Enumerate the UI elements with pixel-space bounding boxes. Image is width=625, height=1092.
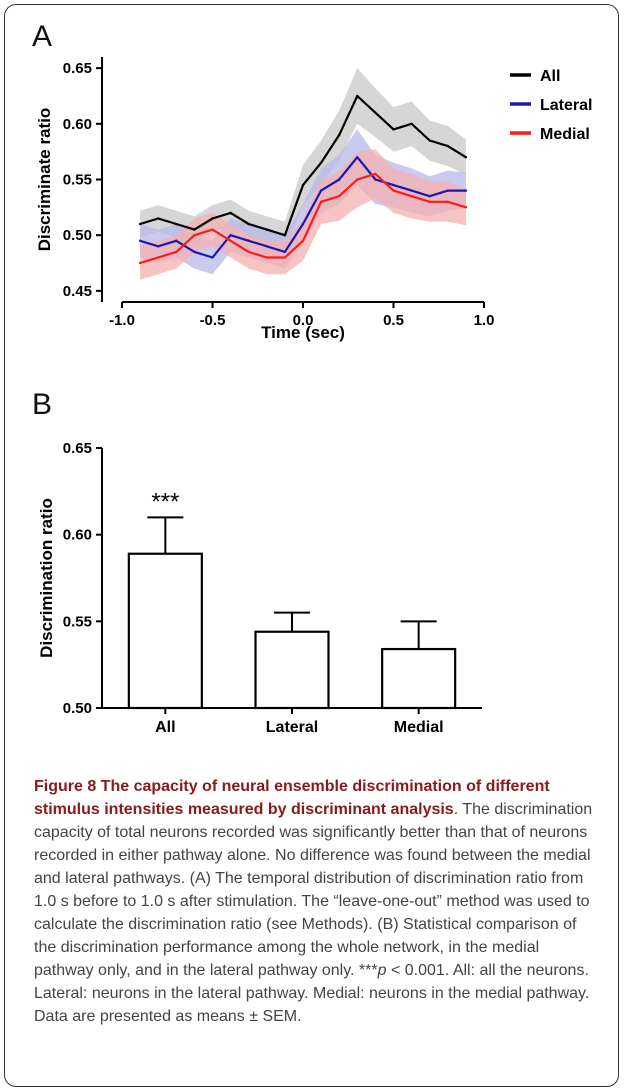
y-tick-label: 0.60 xyxy=(63,527,92,544)
data-point-all xyxy=(428,139,431,142)
x-tick-label: -0.5 xyxy=(200,312,226,329)
data-point-medial xyxy=(356,178,359,181)
y-tick-label: 0.45 xyxy=(63,283,92,300)
caption-title: Figure 8 The capacity of neural ensemble… xyxy=(34,778,550,818)
caption-p-letter: p xyxy=(377,962,387,979)
data-point-lateral xyxy=(193,250,196,254)
data-point-all xyxy=(446,144,449,148)
data-point-all xyxy=(229,211,232,215)
y-tick-label: 0.65 xyxy=(63,440,92,457)
data-point-lateral xyxy=(464,189,468,192)
x-tick-label: -1.0 xyxy=(109,312,135,329)
data-point-lateral xyxy=(374,178,377,181)
legend-label-medial: Medial xyxy=(540,126,590,143)
x-tick-label: 1.0 xyxy=(474,312,495,329)
data-point-lateral xyxy=(428,195,431,198)
data-point-all xyxy=(356,94,359,98)
data-point-medial xyxy=(446,200,449,203)
data-point-medial xyxy=(229,239,232,242)
series-lines xyxy=(138,94,468,265)
legend-label-lateral: Lateral xyxy=(540,97,592,114)
data-point-all xyxy=(157,217,160,220)
caption-p-stars: *** xyxy=(358,962,378,979)
significance-stars: *** xyxy=(151,488,179,515)
category-label-medial: Medial xyxy=(394,719,444,736)
line-chart-axes: -1.0 -0.5 0.0 0.5 1.0 0.45 0.50 0.55 0.60 0.65 xyxy=(63,57,495,329)
data-point-all xyxy=(374,111,377,114)
y-tick-label: 0.55 xyxy=(63,172,92,189)
category-label-lateral: Lateral xyxy=(266,719,318,736)
data-point-medial xyxy=(392,189,395,192)
data-point-lateral xyxy=(211,256,214,259)
bar-all xyxy=(127,552,203,710)
data-point-all xyxy=(247,222,250,226)
data-point-lateral xyxy=(319,189,323,192)
x-tick-label: 0.0 xyxy=(293,312,314,329)
data-point-lateral xyxy=(265,245,268,248)
legend: All Lateral Medial xyxy=(510,68,592,143)
bar-lateral xyxy=(254,630,330,710)
data-point-all xyxy=(301,183,305,187)
y-tick-label: 0.55 xyxy=(63,613,92,630)
data-point-medial xyxy=(265,256,268,259)
data-point-medial xyxy=(283,256,287,259)
data-point-all xyxy=(175,222,178,226)
category-label-all: All xyxy=(155,719,175,736)
data-point-medial xyxy=(374,172,377,176)
data-point-medial xyxy=(301,239,305,242)
data-point-lateral xyxy=(157,245,160,248)
figure-caption: Figure 8 The capacity of neural ensemble… xyxy=(34,775,600,1028)
data-point-lateral xyxy=(338,178,341,181)
data-point-lateral xyxy=(247,239,250,242)
y-tick-label: 0.60 xyxy=(63,116,92,133)
data-point-lateral xyxy=(175,239,178,242)
data-point-all xyxy=(283,233,287,237)
data-point-medial xyxy=(464,206,468,209)
sem-band-all xyxy=(140,68,466,249)
data-point-lateral xyxy=(356,156,359,159)
data-point-lateral xyxy=(138,239,142,242)
data-point-medial xyxy=(247,250,250,254)
data-point-medial xyxy=(157,256,160,259)
data-point-medial xyxy=(193,233,196,237)
data-point-all xyxy=(338,133,341,137)
y-tick-label: 0.50 xyxy=(63,227,92,244)
legend-label-all: All xyxy=(540,68,560,85)
data-point-lateral xyxy=(446,189,449,192)
data-point-medial xyxy=(410,195,413,198)
caption-p-rest: < 0.001. All: all the neurons. Lateral: … xyxy=(34,962,590,1025)
y-tick-label: 0.65 xyxy=(63,60,92,77)
data-point-lateral xyxy=(283,250,287,254)
data-point-all xyxy=(410,122,413,126)
data-point-medial xyxy=(338,195,341,198)
y-axis-title: Discrimination ratio xyxy=(37,498,56,658)
data-point-medial xyxy=(175,250,178,254)
data-point-lateral xyxy=(301,222,305,226)
data-point-lateral xyxy=(392,183,395,187)
data-point-medial xyxy=(138,261,142,265)
data-point-medial xyxy=(428,200,431,203)
x-tick-label: 0.5 xyxy=(383,312,404,329)
bars: *** xyxy=(127,488,457,710)
y-axis-title: Discriminate ratio xyxy=(35,108,54,252)
data-point-all xyxy=(138,222,142,226)
data-point-all xyxy=(319,161,323,164)
data-point-lateral xyxy=(229,233,232,237)
line-chart: -1.0 -0.5 0.0 0.5 1.0 0.45 0.50 0.55 0.60 0.65 Al… xyxy=(35,57,592,342)
bar-chart: 0.50 0.55 0.60 0.65 All Lateral Medial *** Dis… xyxy=(37,440,482,736)
bar-medial xyxy=(381,647,457,710)
panel-a-letter: A xyxy=(32,20,53,53)
y-tick-label: 0.50 xyxy=(63,700,92,717)
data-point-medial xyxy=(319,200,323,203)
caption-body: . The discrimination capacity of total n… xyxy=(34,801,593,979)
x-axis-title: Time (sec) xyxy=(261,323,345,342)
data-point-lateral xyxy=(410,189,413,192)
data-point-all xyxy=(211,217,214,220)
data-point-all xyxy=(464,156,468,159)
data-point-all xyxy=(265,228,268,231)
data-point-all xyxy=(193,228,196,231)
data-point-all xyxy=(392,128,395,131)
panel-b-letter: B xyxy=(32,388,53,421)
data-point-medial xyxy=(211,228,214,231)
